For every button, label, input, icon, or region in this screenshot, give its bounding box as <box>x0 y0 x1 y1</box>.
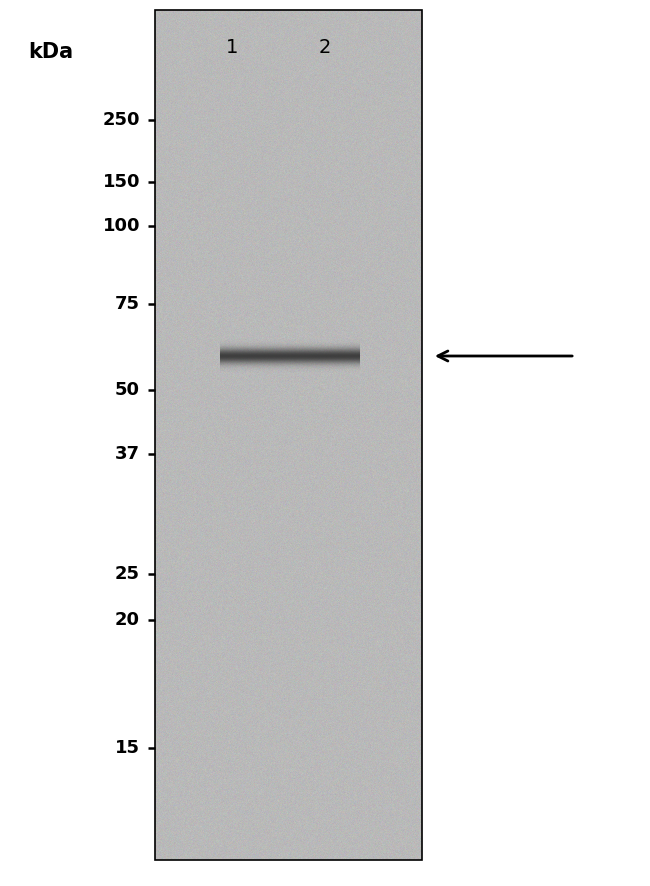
Text: 2: 2 <box>318 38 332 57</box>
Bar <box>155 10 422 860</box>
Text: 25: 25 <box>115 565 140 583</box>
Text: 50: 50 <box>115 381 140 399</box>
Text: 1: 1 <box>226 38 238 57</box>
Text: 150: 150 <box>103 173 140 191</box>
Text: 37: 37 <box>115 445 140 463</box>
Text: 15: 15 <box>115 739 140 757</box>
Text: 75: 75 <box>115 295 140 313</box>
Text: 100: 100 <box>103 217 140 235</box>
Text: 250: 250 <box>103 111 140 129</box>
Text: 20: 20 <box>115 611 140 629</box>
Text: kDa: kDa <box>28 42 73 62</box>
